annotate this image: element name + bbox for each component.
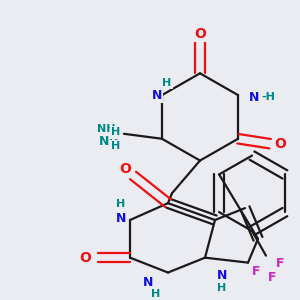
Text: H: H: [109, 139, 119, 149]
Text: H: H: [162, 78, 172, 88]
Text: NH: NH: [97, 124, 115, 134]
Text: O: O: [79, 251, 91, 265]
Text: O: O: [274, 137, 286, 151]
Text: ₂: ₂: [117, 124, 121, 134]
Text: H: H: [116, 199, 126, 209]
Text: H: H: [218, 284, 226, 293]
Text: N: N: [143, 276, 153, 289]
Text: H: H: [111, 127, 121, 137]
Text: F: F: [268, 271, 276, 284]
Text: F: F: [252, 265, 260, 278]
Text: H: H: [111, 141, 121, 151]
Text: O: O: [119, 163, 131, 176]
Text: F: F: [276, 257, 284, 270]
Text: N: N: [99, 135, 109, 148]
Text: N: N: [152, 88, 162, 102]
Text: O: O: [194, 27, 206, 41]
Text: -H: -H: [261, 92, 275, 102]
Text: N: N: [217, 269, 227, 282]
Text: N: N: [116, 212, 126, 224]
Text: N: N: [249, 91, 259, 103]
Text: H: H: [152, 289, 160, 299]
